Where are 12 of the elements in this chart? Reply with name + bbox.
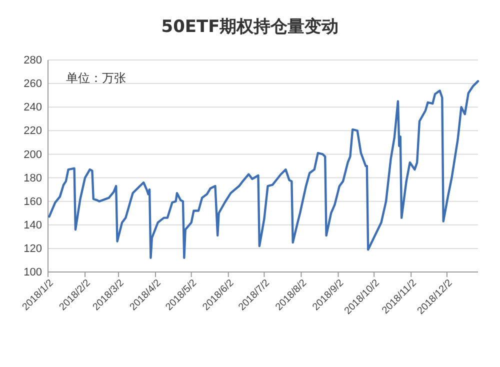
y-tick-label: 220 xyxy=(24,125,42,138)
y-tick-label: 160 xyxy=(24,196,42,208)
y-tick-label: 240 xyxy=(24,102,42,114)
y-tick-label: 100 xyxy=(24,266,42,279)
y-tick-label: 140 xyxy=(24,219,42,232)
y-tick-label: 200 xyxy=(24,148,42,161)
y-tick-label: 180 xyxy=(24,172,42,184)
y-tick-label: 280 xyxy=(24,54,42,67)
y-tick-label: 120 xyxy=(24,242,42,255)
chart-title: 50ETF期权持仓量变动 xyxy=(161,17,339,37)
y-tick-label: 260 xyxy=(24,78,42,90)
annotation: 单位：万张 xyxy=(66,71,126,85)
